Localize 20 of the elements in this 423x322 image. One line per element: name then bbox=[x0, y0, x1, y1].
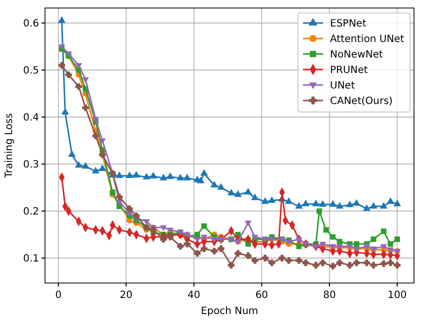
y-tick-label: 0.5 bbox=[23, 66, 39, 77]
x-tick-label: 40 bbox=[188, 290, 200, 301]
x-tick-label: 100 bbox=[388, 290, 407, 301]
y-axis-title: Training Loss bbox=[4, 113, 15, 179]
x-axis-title: Epoch Num bbox=[200, 306, 258, 317]
y-tick-label: 0.1 bbox=[23, 254, 39, 265]
legend-label: UNet bbox=[330, 80, 355, 92]
y-tick-label: 0.6 bbox=[23, 18, 39, 30]
legend-label: CANet(Ours) bbox=[330, 96, 393, 107]
legend-label: ESPNet bbox=[330, 18, 366, 30]
x-tick-label: 80 bbox=[323, 290, 336, 301]
x-tick-label: 60 bbox=[255, 290, 268, 301]
y-tick-label: 0.2 bbox=[23, 206, 39, 218]
y-tick-label: 0.3 bbox=[23, 160, 39, 171]
x-tick-label: 0 bbox=[55, 290, 62, 301]
y-tick-label: 0.4 bbox=[23, 112, 39, 124]
legend-label: NoNewNet bbox=[330, 50, 384, 60]
legend-label: Attention UNet bbox=[330, 34, 404, 45]
x-tick-label: 20 bbox=[120, 290, 133, 301]
legend-label: PRUNet bbox=[330, 65, 368, 76]
